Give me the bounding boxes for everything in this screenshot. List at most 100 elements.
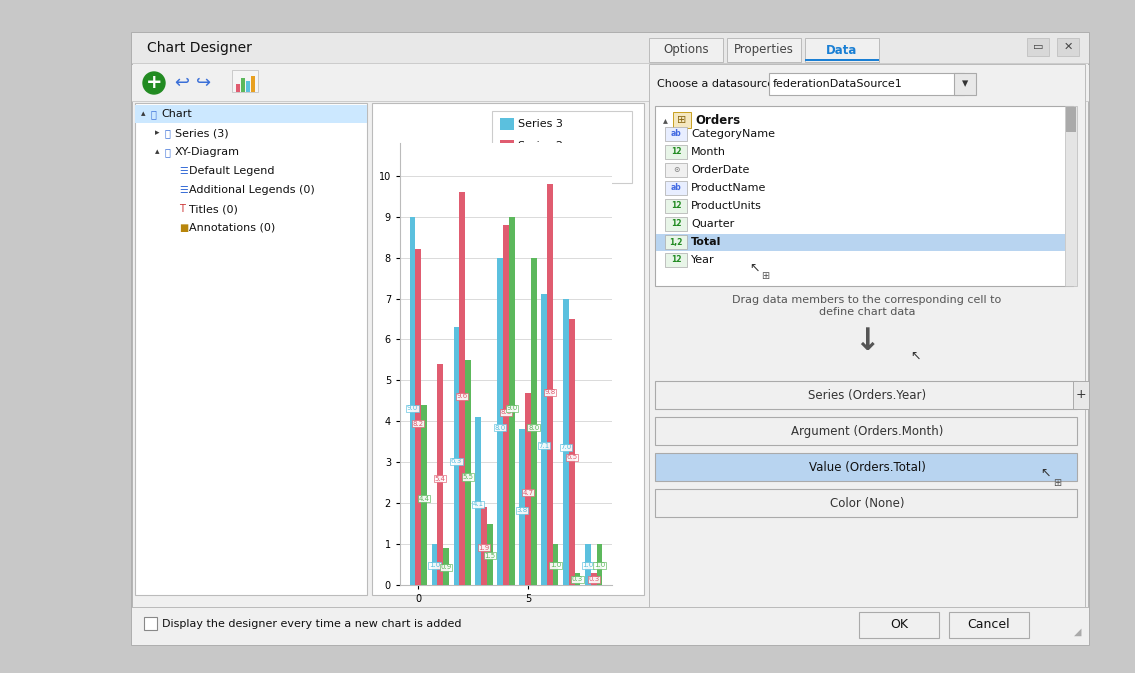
- Text: 0.3: 0.3: [588, 576, 599, 582]
- Bar: [563, 299, 569, 585]
- Bar: [569, 319, 574, 585]
- Bar: [132, 33, 1088, 63]
- Text: 0.9: 0.9: [440, 565, 452, 570]
- Bar: [132, 607, 1088, 645]
- Bar: [437, 364, 443, 585]
- Text: ▴: ▴: [155, 147, 160, 157]
- Text: ■: ■: [179, 223, 188, 233]
- Text: 1.0: 1.0: [429, 563, 440, 569]
- Text: ▸: ▸: [155, 129, 160, 137]
- Bar: [591, 573, 597, 585]
- Bar: [508, 217, 514, 585]
- Text: ab: ab: [671, 129, 681, 139]
- Text: ↪: ↪: [196, 74, 211, 92]
- Bar: [1057, 38, 1079, 56]
- Bar: [1065, 106, 1077, 286]
- Text: 8.0: 8.0: [495, 425, 506, 431]
- Bar: [415, 250, 421, 585]
- Bar: [955, 73, 976, 95]
- Text: ☰: ☰: [179, 185, 187, 195]
- Text: 4.4: 4.4: [419, 495, 429, 501]
- Text: Series (Orders.Year): Series (Orders.Year): [808, 388, 926, 402]
- Text: 5.4: 5.4: [435, 476, 446, 482]
- Text: ⊞: ⊞: [760, 271, 770, 281]
- Text: Data: Data: [826, 44, 858, 57]
- Bar: [135, 105, 367, 123]
- Text: Year: Year: [691, 255, 715, 265]
- Text: 12: 12: [671, 147, 681, 157]
- Text: ProductName: ProductName: [691, 183, 766, 193]
- Bar: [246, 81, 250, 92]
- Text: ↖: ↖: [1040, 466, 1050, 479]
- Bar: [520, 429, 526, 585]
- Bar: [805, 59, 878, 61]
- Text: 7.0: 7.0: [561, 444, 572, 450]
- Text: OK: OK: [890, 618, 908, 631]
- Bar: [481, 507, 487, 585]
- Text: Series 3: Series 3: [518, 119, 563, 129]
- Text: ↩: ↩: [175, 74, 190, 92]
- Text: 12: 12: [671, 219, 681, 229]
- Bar: [665, 163, 687, 177]
- Bar: [460, 192, 465, 585]
- Text: ▴: ▴: [141, 110, 145, 118]
- Text: 1.9: 1.9: [479, 544, 489, 551]
- Text: 4.7: 4.7: [522, 490, 533, 496]
- Bar: [665, 145, 687, 159]
- Bar: [859, 612, 939, 638]
- Bar: [497, 258, 503, 585]
- Text: ⊞: ⊞: [1053, 478, 1061, 488]
- Text: Titles (0): Titles (0): [190, 204, 238, 214]
- Bar: [501, 140, 514, 152]
- Bar: [431, 544, 437, 585]
- Bar: [132, 101, 1088, 102]
- Text: 8.0: 8.0: [528, 425, 539, 431]
- Text: ⊞: ⊞: [678, 115, 687, 125]
- Bar: [655, 381, 1077, 409]
- Bar: [421, 405, 427, 585]
- Bar: [1066, 107, 1076, 132]
- Text: Properties: Properties: [734, 44, 794, 57]
- Text: 1.0: 1.0: [594, 563, 605, 569]
- Text: ab: ab: [671, 184, 681, 192]
- Text: 12: 12: [671, 256, 681, 264]
- Text: 9.0: 9.0: [406, 405, 418, 411]
- Bar: [574, 573, 580, 585]
- Bar: [132, 63, 1088, 64]
- Bar: [443, 548, 448, 585]
- Text: Series 1: Series 1: [518, 163, 563, 173]
- Text: 📊: 📊: [165, 128, 171, 138]
- Text: ◢: ◢: [1074, 627, 1081, 637]
- Text: Argument (Orders.Month): Argument (Orders.Month): [791, 425, 943, 437]
- Text: Quarter: Quarter: [691, 219, 734, 229]
- Text: 0.3: 0.3: [572, 576, 583, 582]
- Text: Default Legend: Default Legend: [190, 166, 275, 176]
- Text: CategoryName: CategoryName: [691, 129, 775, 139]
- Text: ▾: ▾: [961, 77, 968, 90]
- Bar: [132, 33, 1088, 645]
- Text: ↓: ↓: [855, 326, 880, 355]
- Text: Choose a datasource:: Choose a datasource:: [657, 79, 777, 89]
- Bar: [655, 489, 1077, 517]
- Text: 📊: 📊: [165, 147, 171, 157]
- Bar: [476, 417, 481, 585]
- Text: Chart Designer: Chart Designer: [148, 41, 252, 55]
- Bar: [665, 181, 687, 195]
- Text: 6.3: 6.3: [451, 458, 462, 464]
- Bar: [503, 225, 508, 585]
- Bar: [541, 294, 547, 585]
- Bar: [665, 235, 687, 249]
- Bar: [656, 234, 1065, 251]
- Bar: [597, 544, 603, 585]
- Bar: [144, 617, 157, 630]
- Text: Total: Total: [691, 237, 722, 247]
- Bar: [487, 524, 493, 585]
- Bar: [655, 106, 1073, 286]
- Text: 5.5: 5.5: [462, 474, 473, 480]
- Bar: [665, 253, 687, 267]
- Text: ↖: ↖: [749, 262, 759, 275]
- Text: 1,2: 1,2: [670, 238, 682, 246]
- Text: 9.0: 9.0: [506, 405, 518, 411]
- Text: 12: 12: [671, 201, 681, 211]
- Text: ⊙: ⊙: [673, 166, 679, 174]
